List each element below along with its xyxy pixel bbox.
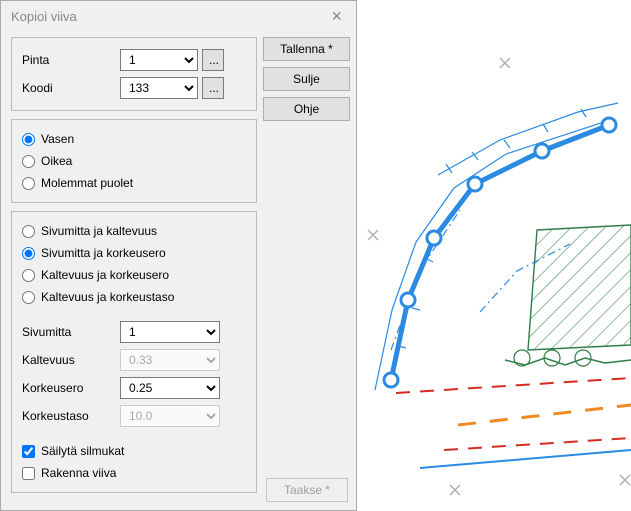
radio-mode4-label: Kaltevuus ja korkeustaso (41, 290, 174, 304)
kaltevuus-label: Kaltevuus (22, 353, 120, 367)
sivumitta-label: Sivumitta (22, 325, 120, 339)
group-side: Vasen Oikea Molemmat puolet (11, 119, 257, 203)
radio-vasen[interactable] (22, 133, 35, 146)
dialog-window: Kopioi viiva × Pinta 1 ... Koodi 133 ... (0, 0, 357, 511)
pinta-label: Pinta (22, 53, 120, 67)
pinta-combo[interactable]: 1 (120, 49, 198, 71)
taakse-button: Taakse * (266, 478, 348, 502)
radio-mode4[interactable] (22, 291, 35, 304)
kaltevuus-combo: 0.33 (120, 349, 220, 371)
pinta-browse-button[interactable]: ... (202, 49, 224, 71)
radio-mode3-label: Kaltevuus ja korkeusero (41, 268, 169, 282)
radio-mode1[interactable] (22, 225, 35, 238)
sivumitta-combo[interactable]: 1 (120, 321, 220, 343)
check-sailyta[interactable] (22, 445, 35, 458)
korkeustaso-label: Korkeustaso (22, 409, 120, 423)
check-sailyta-label: Säilytä silmukat (41, 444, 124, 458)
check-rakenna-label: Rakenna viiva (41, 466, 116, 480)
group-surface: Pinta 1 ... Koodi 133 ... (11, 37, 257, 111)
radio-oikea-label: Oikea (41, 154, 72, 168)
ohje-button[interactable]: Ohje (263, 97, 350, 121)
radio-mode2[interactable] (22, 247, 35, 260)
close-icon[interactable]: × (325, 6, 348, 27)
check-rakenna[interactable] (22, 467, 35, 480)
radio-mode2-label: Sivumitta ja korkeusero (41, 246, 166, 260)
korkeustaso-combo: 10.0 (120, 405, 220, 427)
koodi-browse-button[interactable]: ... (202, 77, 224, 99)
radio-molemmat-label: Molemmat puolet (41, 176, 133, 190)
korkeusero-label: Korkeusero (22, 381, 120, 395)
koodi-combo[interactable]: 133 (120, 77, 198, 99)
korkeusero-combo[interactable]: 0.25 (120, 377, 220, 399)
tallenna-button[interactable]: Tallenna * (263, 37, 350, 61)
radio-molemmat[interactable] (22, 177, 35, 190)
group-mode-params: Sivumitta ja kaltevuus Sivumitta ja kork… (11, 211, 257, 493)
sulje-button[interactable]: Sulje (263, 67, 350, 91)
radio-vasen-label: Vasen (41, 132, 74, 146)
radio-mode1-label: Sivumitta ja kaltevuus (41, 224, 157, 238)
radio-mode3[interactable] (22, 269, 35, 282)
koodi-label: Koodi (22, 81, 120, 95)
radio-oikea[interactable] (22, 155, 35, 168)
map-canvas (357, 0, 631, 511)
dialog-title: Kopioi viiva (11, 9, 77, 24)
titlebar: Kopioi viiva × (1, 1, 356, 31)
